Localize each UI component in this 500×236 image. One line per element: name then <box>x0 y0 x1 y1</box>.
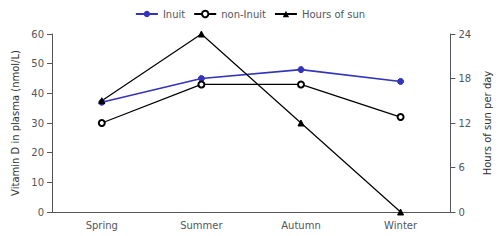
svg-text:6: 6 <box>458 162 464 173</box>
svg-text:30: 30 <box>31 118 44 129</box>
svg-text:Inuit: Inuit <box>163 9 185 20</box>
svg-text:Summer: Summer <box>180 220 223 231</box>
svg-text:0: 0 <box>458 207 464 218</box>
svg-text:non-Inuit: non-Inuit <box>221 9 266 20</box>
svg-text:Winter: Winter <box>384 220 418 231</box>
svg-text:Vitamin D in plasma (nmol/L): Vitamin D in plasma (nmol/L) <box>10 50 21 196</box>
svg-text:50: 50 <box>31 58 44 69</box>
svg-text:0: 0 <box>38 207 44 218</box>
svg-text:Hours of sun per day: Hours of sun per day <box>482 71 493 176</box>
svg-text:Autumn: Autumn <box>281 220 321 231</box>
svg-text:10: 10 <box>31 177 44 188</box>
svg-text:12: 12 <box>458 118 471 129</box>
svg-text:24: 24 <box>458 29 471 40</box>
svg-text:Spring: Spring <box>86 220 118 231</box>
svg-text:60: 60 <box>31 29 44 40</box>
svg-text:40: 40 <box>31 88 44 99</box>
svg-text:20: 20 <box>31 147 44 158</box>
svg-text:Hours of sun: Hours of sun <box>302 9 365 20</box>
svg-text:18: 18 <box>458 73 471 84</box>
